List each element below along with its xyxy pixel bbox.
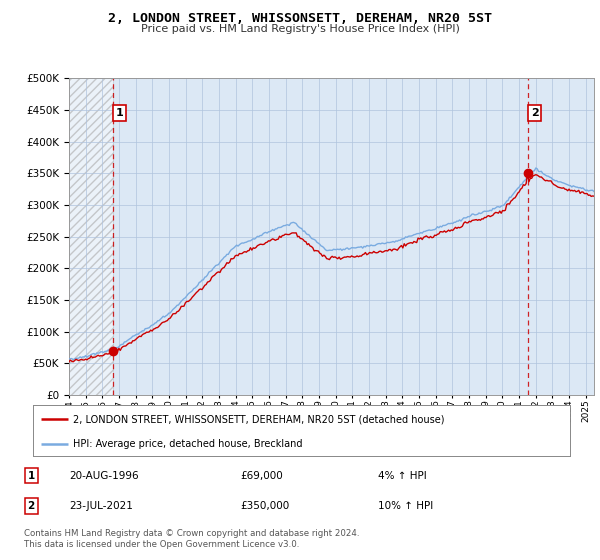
- Text: 2: 2: [28, 501, 35, 511]
- Text: HPI: Average price, detached house, Breckland: HPI: Average price, detached house, Brec…: [73, 438, 303, 449]
- Text: £350,000: £350,000: [240, 501, 289, 511]
- Text: 1: 1: [115, 108, 123, 118]
- Text: 4% ↑ HPI: 4% ↑ HPI: [378, 470, 427, 480]
- Text: 2: 2: [530, 108, 538, 118]
- Text: 23-JUL-2021: 23-JUL-2021: [69, 501, 133, 511]
- Bar: [69, 78, 113, 395]
- Text: £69,000: £69,000: [240, 470, 283, 480]
- Text: 2, LONDON STREET, WHISSONSETT, DEREHAM, NR20 5ST: 2, LONDON STREET, WHISSONSETT, DEREHAM, …: [108, 12, 492, 25]
- Text: 1: 1: [28, 470, 35, 480]
- Text: 2, LONDON STREET, WHISSONSETT, DEREHAM, NR20 5ST (detached house): 2, LONDON STREET, WHISSONSETT, DEREHAM, …: [73, 414, 445, 424]
- Text: 20-AUG-1996: 20-AUG-1996: [69, 470, 139, 480]
- Text: 10% ↑ HPI: 10% ↑ HPI: [378, 501, 433, 511]
- Text: Contains HM Land Registry data © Crown copyright and database right 2024.
This d: Contains HM Land Registry data © Crown c…: [24, 529, 359, 549]
- Bar: [69, 78, 113, 395]
- Text: Price paid vs. HM Land Registry's House Price Index (HPI): Price paid vs. HM Land Registry's House …: [140, 24, 460, 34]
